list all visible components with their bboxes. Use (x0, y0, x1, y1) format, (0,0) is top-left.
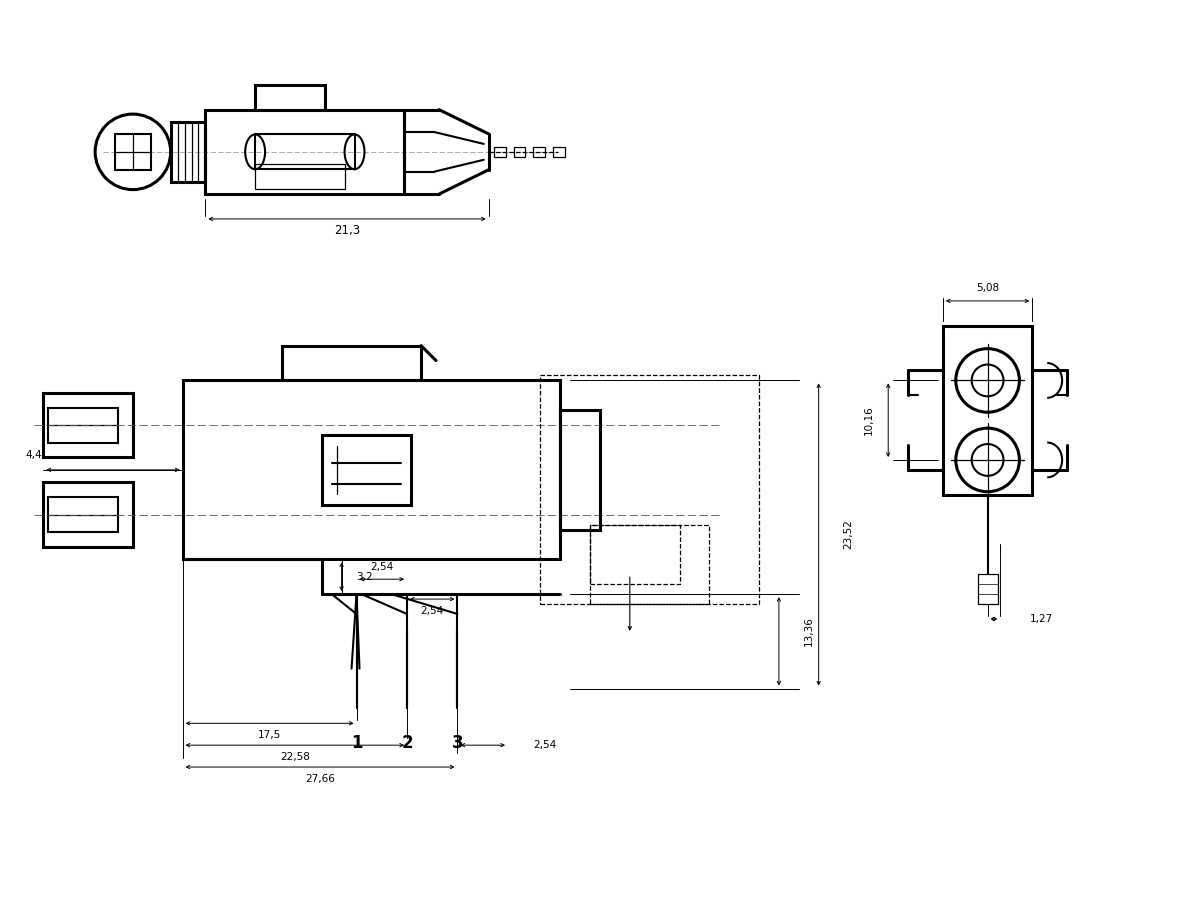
Text: 1,27: 1,27 (1030, 614, 1054, 624)
Text: 3,2: 3,2 (356, 572, 373, 581)
Bar (514, 147, 526, 157)
Text: 2,54: 2,54 (533, 740, 556, 751)
Bar (48, 497, 118, 532)
Bar (978, 574, 997, 604)
Bar (943, 326, 1032, 495)
Bar (170, 122, 205, 182)
Text: 2: 2 (401, 734, 413, 752)
Bar (282, 346, 421, 381)
Text: 10,16: 10,16 (863, 405, 874, 435)
Bar (256, 134, 354, 169)
Text: 13,36: 13,36 (804, 616, 814, 646)
Bar (48, 408, 118, 443)
Bar (205, 110, 404, 194)
Text: 21,3: 21,3 (334, 224, 360, 238)
Text: 1: 1 (350, 734, 362, 752)
Bar (534, 147, 545, 157)
Text: 4,4: 4,4 (25, 450, 42, 460)
Bar (115, 134, 151, 170)
Bar (590, 525, 679, 584)
Bar (493, 147, 505, 157)
Bar (182, 381, 560, 559)
Text: 23,52: 23,52 (844, 519, 853, 549)
Text: 3: 3 (451, 734, 463, 752)
Bar (560, 410, 600, 529)
Bar (590, 525, 709, 604)
Text: 17,5: 17,5 (258, 730, 281, 740)
Bar (43, 393, 133, 457)
Bar (553, 147, 565, 157)
Text: 27,66: 27,66 (305, 774, 335, 784)
Text: 2,54: 2,54 (421, 606, 444, 616)
Bar (256, 165, 344, 189)
Bar (322, 435, 412, 505)
Bar (43, 482, 133, 547)
Text: 22,58: 22,58 (280, 752, 310, 762)
Bar (540, 375, 760, 604)
Text: 2,54: 2,54 (370, 562, 394, 572)
Text: 5,08: 5,08 (976, 283, 1000, 293)
Bar (256, 85, 325, 110)
